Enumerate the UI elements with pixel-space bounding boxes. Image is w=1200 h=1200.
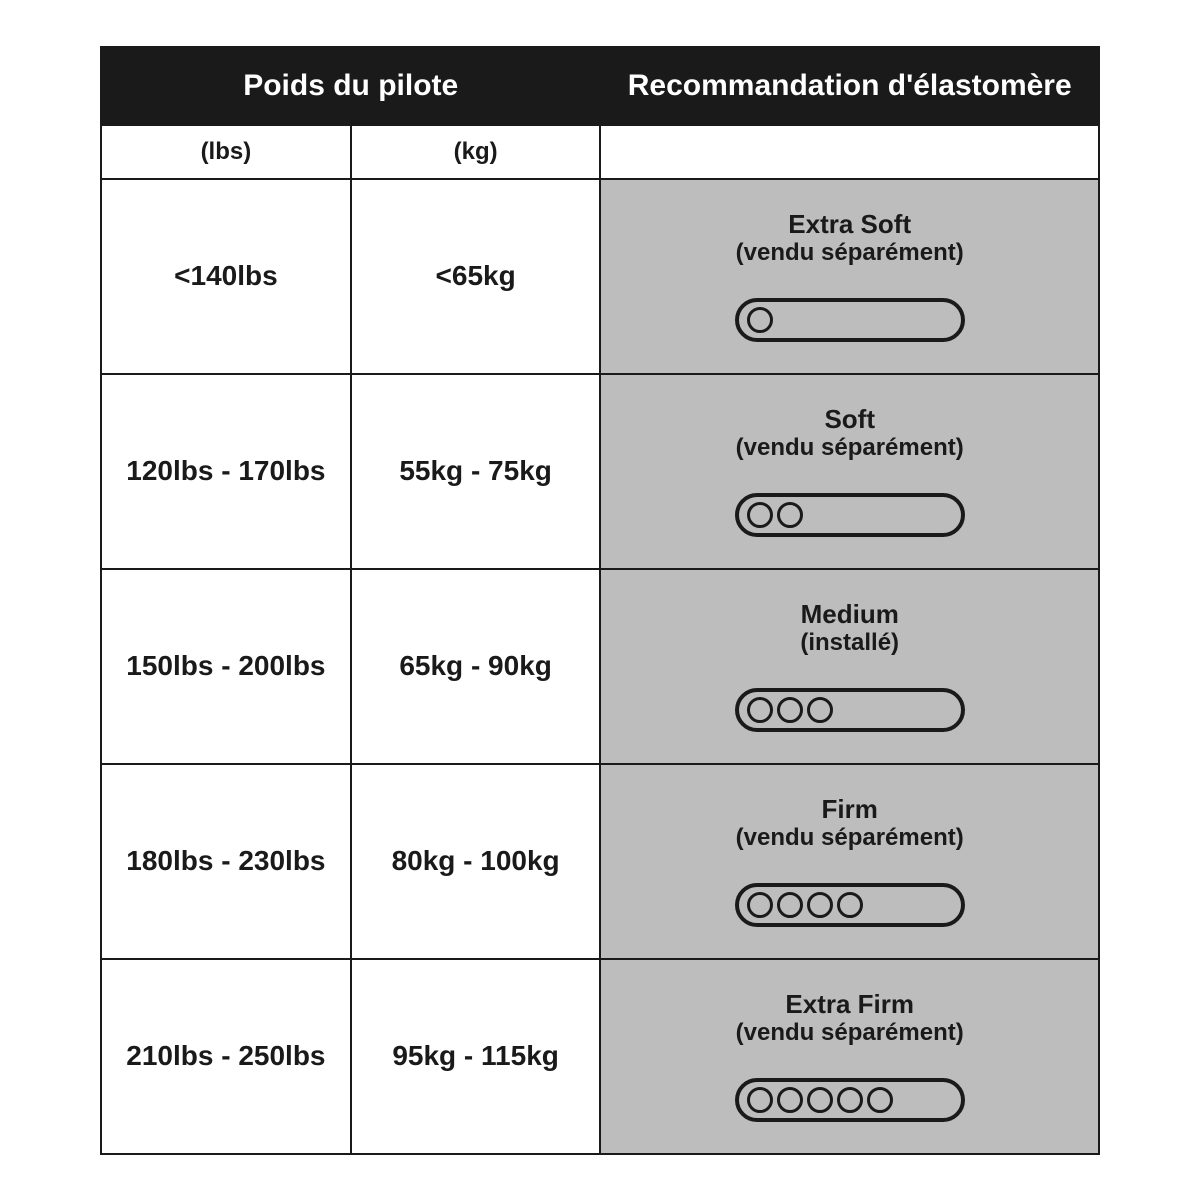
cell-kg: 80kg - 100kg	[351, 764, 601, 959]
rec-note: (vendu séparément)	[611, 825, 1088, 851]
subheader-row: (lbs) (kg)	[101, 125, 1099, 179]
cell-recommendation: Firm(vendu séparément)	[600, 764, 1099, 959]
cell-lbs: 150lbs - 200lbs	[101, 569, 351, 764]
firmness-dot-icon	[777, 892, 803, 918]
firmness-indicator-icon	[735, 493, 965, 537]
firmness-dot-icon	[747, 697, 773, 723]
firmness-dot-icon	[777, 1087, 803, 1113]
firmness-dot-icon	[867, 1087, 893, 1113]
header-recommendation: Recommandation d'élastomère	[600, 47, 1099, 125]
firmness-dot-icon	[837, 1087, 863, 1113]
firmness-indicator-icon	[735, 688, 965, 732]
firmness-dot-icon	[777, 502, 803, 528]
firmness-dot-icon	[777, 697, 803, 723]
firmness-dot-icon	[807, 892, 833, 918]
firmness-indicator-icon	[735, 1078, 965, 1122]
header-row: Poids du pilote Recommandation d'élastom…	[101, 47, 1099, 125]
cell-kg: 95kg - 115kg	[351, 959, 601, 1154]
table-row: <140lbs<65kgExtra Soft(vendu séparément)	[101, 179, 1099, 374]
table-row: 150lbs - 200lbs65kg - 90kgMedium(install…	[101, 569, 1099, 764]
firmness-dot-icon	[747, 307, 773, 333]
elastomer-table: Poids du pilote Recommandation d'élastom…	[100, 46, 1100, 1155]
firmness-dot-icon	[747, 1087, 773, 1113]
rec-note: (vendu séparément)	[611, 240, 1088, 266]
rec-name: Soft	[611, 405, 1088, 434]
cell-kg: 55kg - 75kg	[351, 374, 601, 569]
subheader-lbs: (lbs)	[101, 125, 351, 179]
rec-name: Extra Firm	[611, 990, 1088, 1019]
cell-recommendation: Extra Firm(vendu séparément)	[600, 959, 1099, 1154]
firmness-indicator-icon	[735, 298, 965, 342]
firmness-dot-icon	[837, 892, 863, 918]
cell-lbs: <140lbs	[101, 179, 351, 374]
cell-recommendation: Medium(installé)	[600, 569, 1099, 764]
firmness-dot-icon	[747, 892, 773, 918]
rec-note: (vendu séparément)	[611, 435, 1088, 461]
cell-recommendation: Soft(vendu séparément)	[600, 374, 1099, 569]
cell-kg: <65kg	[351, 179, 601, 374]
subheader-blank	[600, 125, 1099, 179]
rec-name: Firm	[611, 795, 1088, 824]
rec-name: Extra Soft	[611, 210, 1088, 239]
rec-name: Medium	[611, 600, 1088, 629]
firmness-dot-icon	[747, 502, 773, 528]
cell-lbs: 180lbs - 230lbs	[101, 764, 351, 959]
rec-note: (vendu séparément)	[611, 1020, 1088, 1046]
cell-lbs: 210lbs - 250lbs	[101, 959, 351, 1154]
firmness-indicator-icon	[735, 883, 965, 927]
header-weight: Poids du pilote	[101, 47, 600, 125]
rec-note: (installé)	[611, 630, 1088, 656]
firmness-dot-icon	[807, 697, 833, 723]
cell-lbs: 120lbs - 170lbs	[101, 374, 351, 569]
table-row: 120lbs - 170lbs55kg - 75kgSoft(vendu sép…	[101, 374, 1099, 569]
table-row: 210lbs - 250lbs95kg - 115kgExtra Firm(ve…	[101, 959, 1099, 1154]
table-row: 180lbs - 230lbs80kg - 100kgFirm(vendu sé…	[101, 764, 1099, 959]
cell-recommendation: Extra Soft(vendu séparément)	[600, 179, 1099, 374]
subheader-kg: (kg)	[351, 125, 601, 179]
cell-kg: 65kg - 90kg	[351, 569, 601, 764]
firmness-dot-icon	[807, 1087, 833, 1113]
